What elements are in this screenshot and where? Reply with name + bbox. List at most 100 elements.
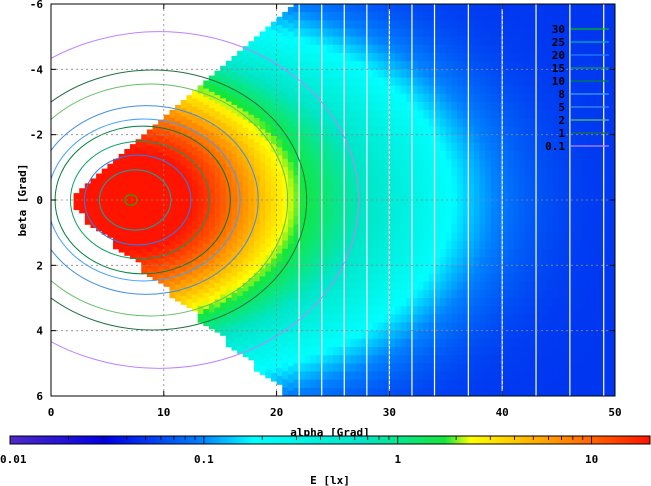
field-cell	[440, 240, 447, 250]
field-cell	[603, 347, 610, 356]
field-cell	[536, 126, 543, 136]
field-cell	[321, 208, 328, 217]
field-cell	[411, 347, 419, 356]
field-cell	[113, 167, 120, 176]
field-cell	[197, 101, 204, 111]
field-cell	[293, 36, 300, 46]
field-cell	[293, 151, 300, 160]
field-cell	[417, 102, 424, 111]
field-cell	[333, 167, 340, 177]
field-cell	[355, 216, 362, 226]
field-cell	[530, 200, 537, 209]
field-cell	[569, 232, 577, 242]
field-cell	[440, 12, 447, 21]
field-cell	[536, 338, 543, 348]
field-cell	[366, 134, 374, 144]
field-cell	[445, 224, 453, 234]
field-cell	[547, 273, 554, 283]
y-tick-label: 6	[36, 390, 43, 403]
field-cell	[552, 167, 560, 177]
field-cell	[276, 278, 283, 287]
field-cell	[90, 194, 97, 204]
field-cell	[287, 194, 295, 204]
field-cell	[485, 371, 492, 381]
field-cell	[135, 163, 142, 173]
field-cell	[248, 335, 255, 345]
field-cell	[485, 289, 492, 299]
field-cell	[502, 387, 509, 396]
field-cell	[603, 298, 610, 307]
field-cell	[592, 224, 599, 234]
field-cell	[186, 111, 193, 121]
field-cell	[304, 36, 312, 46]
field-cell	[242, 111, 249, 121]
field-cell	[536, 77, 543, 87]
field-cell	[327, 102, 334, 111]
field-cell	[304, 265, 312, 275]
field-cell	[186, 274, 193, 284]
field-cell	[276, 286, 283, 296]
field-cell	[282, 118, 289, 127]
field-cell	[428, 257, 436, 266]
field-cell	[282, 44, 289, 54]
field-cell	[474, 289, 481, 299]
field-cell	[457, 4, 464, 13]
field-cell	[524, 20, 531, 30]
field-cell	[231, 333, 238, 343]
field-cell	[428, 28, 436, 38]
field-cell	[434, 371, 441, 381]
field-cell	[333, 110, 340, 119]
field-cell	[564, 273, 571, 283]
field-cell	[220, 278, 227, 287]
field-cell	[321, 232, 328, 242]
field-cell	[276, 57, 283, 67]
field-cell	[141, 232, 148, 242]
field-cell	[507, 224, 515, 234]
field-cell	[287, 366, 295, 376]
field-cell	[270, 348, 278, 358]
field-cell	[502, 355, 509, 364]
field-cell	[513, 330, 520, 340]
field-cell	[451, 191, 458, 201]
field-cell	[361, 200, 368, 209]
field-cell	[366, 330, 374, 340]
field-cell	[208, 206, 216, 215]
field-cell	[192, 155, 199, 165]
field-cell	[203, 96, 210, 106]
field-cell	[225, 224, 233, 233]
field-cell	[434, 44, 441, 54]
field-cell	[513, 232, 520, 242]
field-cell	[564, 371, 571, 381]
field-cell	[287, 235, 295, 245]
field-cell	[485, 93, 492, 103]
field-cell	[428, 289, 436, 299]
field-cell	[530, 371, 537, 381]
field-cell	[366, 53, 374, 62]
field-cell	[451, 265, 458, 275]
field-cell	[569, 200, 577, 209]
field-cell	[293, 355, 300, 364]
field-cell	[485, 159, 492, 168]
field-cell	[276, 65, 283, 75]
field-cell	[609, 347, 615, 356]
field-cell	[389, 200, 396, 209]
field-cell	[237, 100, 244, 109]
field-cell	[304, 338, 312, 348]
field-cell	[248, 220, 255, 230]
field-cell	[310, 191, 317, 201]
field-cell	[197, 240, 204, 250]
field-cell	[124, 165, 131, 175]
field-cell	[214, 291, 221, 300]
field-cell	[423, 102, 430, 111]
field-cell	[327, 77, 334, 87]
field-cell	[547, 151, 554, 160]
field-cell	[530, 61, 537, 70]
field-cell	[411, 289, 419, 299]
field-cell	[400, 200, 407, 209]
field-cell	[400, 118, 407, 128]
field-cell	[242, 266, 249, 276]
field-cell	[299, 232, 306, 242]
field-cell	[355, 44, 362, 54]
field-cell	[276, 33, 283, 42]
